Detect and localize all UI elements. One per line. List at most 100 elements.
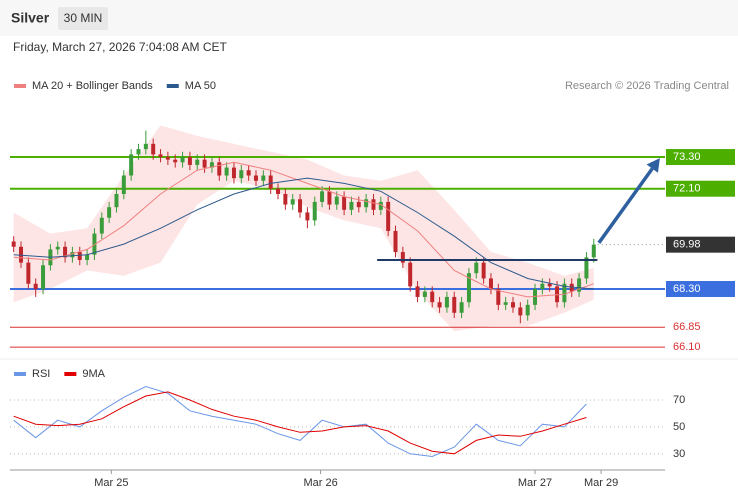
candle-body [371,199,376,210]
candle-body [151,143,156,155]
candle-body [55,246,60,250]
legend-swatch [64,372,77,376]
candle-body [459,302,464,313]
candle-body [253,175,258,181]
candle-body [555,286,560,303]
timestamp: Friday, March 27, 2026 7:04:08 AM CET [13,40,228,54]
candle-body [312,201,317,221]
candle-body [136,149,141,155]
candle-body [400,252,405,263]
legend-label: MA 20 + Bollinger Bands [32,80,153,92]
candle-body [320,191,325,202]
candle-body [129,154,134,176]
candle-body [180,157,185,163]
interval[interactable]: 30 MIN [64,11,103,25]
candle-body [85,254,90,260]
candle-body [121,175,126,194]
candle-body [70,252,75,258]
candle-body [217,162,222,176]
candle-body [173,159,178,163]
candle-body [276,188,281,194]
candle-body [77,252,82,260]
candle-body [63,246,68,258]
y-tick-label: 30 [673,448,685,460]
candle-body [452,296,457,313]
level-label: 66.10 [673,341,701,353]
candle-body [474,262,479,274]
candle-body [569,283,574,292]
candle-body [356,201,361,208]
candle-body [591,244,596,258]
level-label: 69.98 [673,239,701,251]
candle-body [41,265,46,290]
candle-body [246,170,251,176]
level-label: 72.10 [673,183,701,195]
x-tick-label: Mar 29 [584,477,618,489]
candle-body [481,262,486,279]
interval-chip[interactable] [58,7,108,30]
candle-body [533,289,538,305]
level-label: 73.30 [673,151,701,163]
candle-body [224,167,229,176]
candle-body [488,278,493,290]
candle-body [496,289,501,305]
level-label-box [666,180,735,197]
candle-body [562,283,567,303]
candle-body [525,304,530,316]
legend-label: MA 50 [185,80,216,92]
candle-body [408,262,413,287]
target-arrow [597,167,654,244]
level-label: 66.85 [673,321,701,333]
candle-body [165,157,170,160]
x-tick-label: Mar 26 [303,477,337,489]
candle-body [19,246,24,263]
candle-body [334,196,339,205]
rsi-line [13,391,587,455]
arrow-head [646,158,660,173]
candle-body [107,207,112,218]
credit: Research © 2026 Trading Central [565,80,729,92]
candle-body [187,157,192,165]
y-tick-label: 50 [673,421,685,433]
candle-body [430,291,435,303]
legend-swatch [14,84,26,88]
candle-body [540,283,545,290]
candle-body [327,191,332,205]
candle-body [518,307,523,316]
candle-body [577,278,582,292]
legend-swatch [166,84,179,88]
y-tick-label: 70 [673,394,685,406]
legend-label: 9MA [82,368,105,380]
header-bar [0,0,738,36]
candle-body [444,296,449,308]
title: Silver [11,10,50,26]
legend-swatch [14,372,26,376]
candle-body [33,283,38,290]
candle-body [305,212,310,221]
candle-body [386,201,391,231]
ma-line [13,177,594,290]
level-label-box [666,281,735,298]
candle-body [11,241,16,247]
candle-body [437,302,442,308]
candle-body [195,159,200,165]
candle-body [378,201,383,210]
candle-body [261,175,266,181]
candle-body [342,196,347,210]
candle-body [158,154,163,158]
candle-body [510,302,515,308]
level-label-box [666,149,735,166]
x-tick-label: Mar 27 [518,477,552,489]
candle-body [466,273,471,303]
candle-body [268,175,273,189]
candle-body [239,170,244,179]
candle-body [364,199,369,208]
candle-body [202,159,207,168]
candle-body [298,199,303,213]
legend-label: RSI [32,368,50,380]
candle-body [231,167,236,179]
candle-body [503,302,508,305]
rsi-line [13,385,587,458]
candle-body [143,143,148,150]
